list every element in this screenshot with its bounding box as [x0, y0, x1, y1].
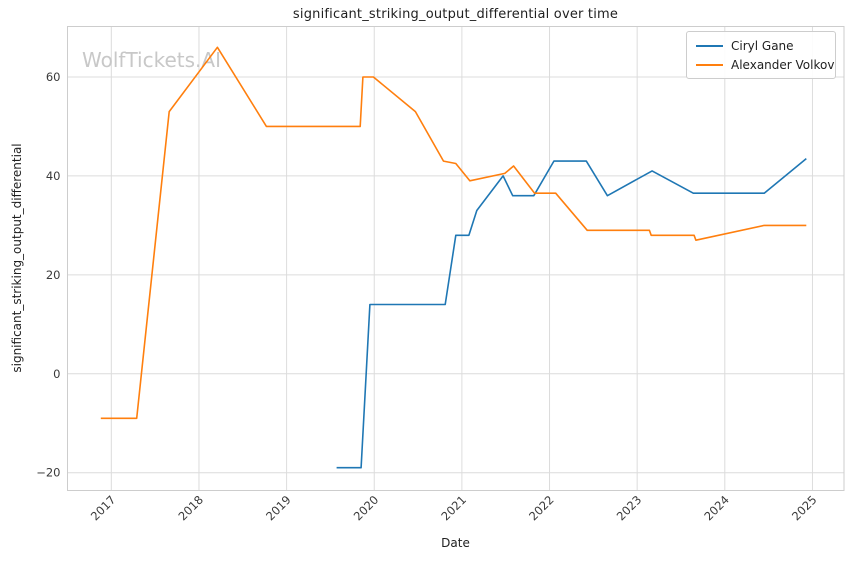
- x-axis-label: Date: [441, 536, 470, 550]
- svg-text:2024: 2024: [701, 493, 732, 524]
- chart-title: significant_striking_output_differential…: [292, 7, 619, 22]
- svg-text:2019: 2019: [263, 493, 294, 524]
- svg-text:2018: 2018: [175, 493, 206, 524]
- svg-text:0: 0: [53, 367, 60, 381]
- data-lines: [100, 46, 807, 469]
- svg-text:2021: 2021: [438, 493, 469, 524]
- tick-labels: 2017 2018 2019 2020 2021 2022 2023 2024 2025 −20 0…: [36, 70, 819, 523]
- gridlines: [67, 26, 844, 491]
- legend-item-ciryl-gane: Ciryl Gane: [696, 38, 826, 53]
- svg-text:20: 20: [46, 268, 61, 282]
- legend-label: Ciryl Gane: [731, 38, 794, 53]
- svg-text:2020: 2020: [351, 493, 382, 524]
- svg-text:−20: −20: [36, 466, 60, 480]
- svg-text:2023: 2023: [614, 493, 645, 524]
- svg-text:40: 40: [46, 169, 61, 183]
- svg-text:2017: 2017: [88, 493, 119, 524]
- svg-text:60: 60: [46, 70, 61, 84]
- legend-line-sample-blue: [696, 44, 723, 47]
- legend-line-sample-orange: [696, 63, 723, 66]
- svg-text:2022: 2022: [526, 493, 557, 524]
- legend-item-alexander-volkov: Alexander Volkov: [696, 57, 834, 72]
- y-axis-label: significant_striking_output_differential: [10, 143, 24, 373]
- watermark: WolfTickets.AI: [82, 48, 221, 72]
- legend-label: Alexander Volkov: [731, 57, 835, 72]
- plot-border: [67, 26, 845, 491]
- legend: Ciryl Gane Alexander Volkov: [686, 31, 836, 79]
- svg-text:2025: 2025: [789, 493, 820, 524]
